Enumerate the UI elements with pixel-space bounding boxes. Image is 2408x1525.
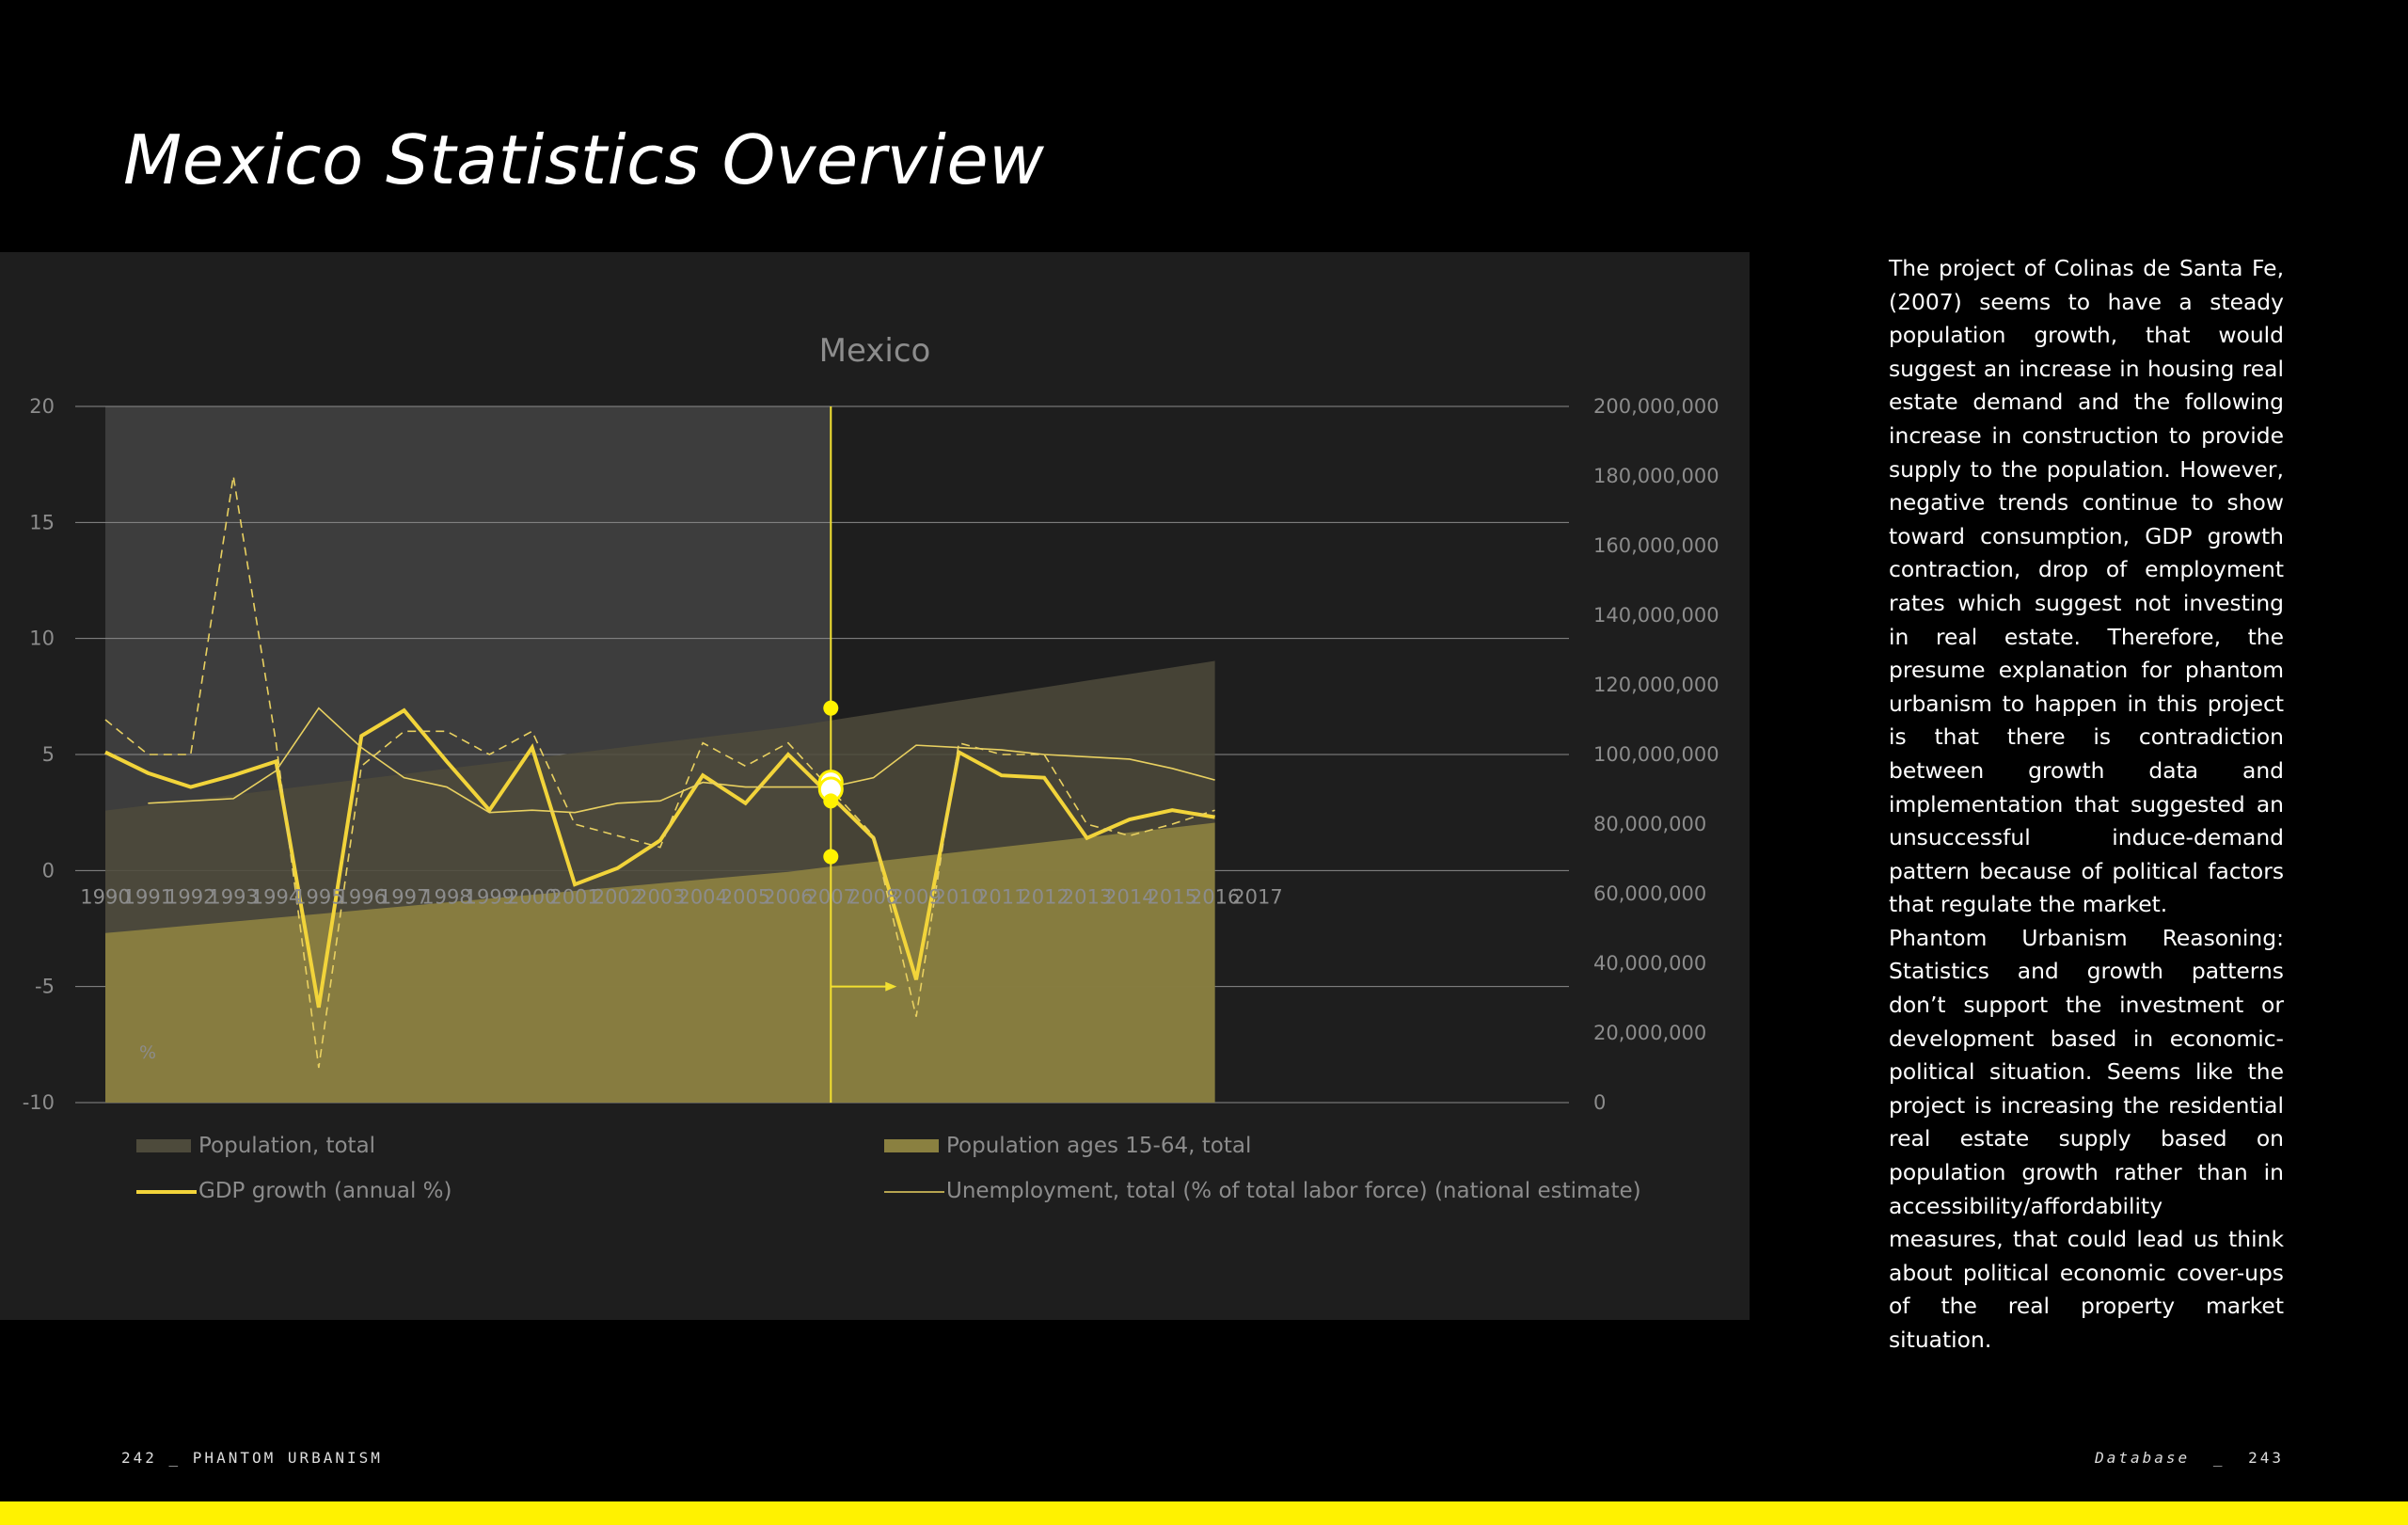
body-text: The project of Colinas de Santa Fe, (200… bbox=[1889, 252, 2284, 1358]
x-tick-label: 2016 bbox=[1190, 885, 1240, 908]
body-paragraph-1: The project of Colinas de Santa Fe, (200… bbox=[1889, 255, 2284, 918]
footer-right: Database _ 243 bbox=[2095, 1449, 2284, 1467]
highlight-marker bbox=[823, 700, 839, 716]
x-tick-label: 2002 bbox=[593, 885, 642, 908]
x-tick-label: 1997 bbox=[379, 885, 429, 908]
x-tick-label: 2010 bbox=[934, 885, 984, 908]
x-tick-label: 2017 bbox=[1232, 885, 1282, 908]
right-axis-tick-label: 100,000,000 bbox=[1593, 743, 1719, 766]
right-axis-tick-label: 0 bbox=[1593, 1091, 1606, 1114]
line-series-2 bbox=[148, 707, 1215, 814]
legend-swatch bbox=[884, 1139, 939, 1152]
left-axis-tick-label: 20 bbox=[29, 395, 55, 418]
chart-title: Mexico bbox=[819, 332, 931, 370]
x-tick-label: 2001 bbox=[549, 885, 599, 908]
x-tick-label: 1990 bbox=[80, 885, 130, 908]
x-tick-label: 2007 bbox=[806, 885, 856, 908]
x-tick-label: 2008 bbox=[848, 885, 898, 908]
left-axis-tick-label: -5 bbox=[35, 976, 55, 998]
x-tick-label: 1991 bbox=[123, 885, 173, 908]
body-paragraph-2: Phantom Urbanism Reasoning: Statistics a… bbox=[1889, 924, 2284, 1353]
legend-label: GDP growth (annual %) bbox=[198, 1179, 452, 1203]
x-tick-label: 2011 bbox=[976, 885, 1026, 908]
x-tick-label: 2004 bbox=[677, 885, 727, 908]
left-axis-tick-label: 5 bbox=[42, 743, 55, 766]
x-tick-label: 2009 bbox=[891, 885, 941, 908]
x-tick-label: 1994 bbox=[251, 885, 301, 908]
right-axis-tick-label: 140,000,000 bbox=[1593, 604, 1719, 627]
x-tick-label: 1998 bbox=[421, 885, 471, 908]
right-axis-tick-label: 120,000,000 bbox=[1593, 674, 1719, 696]
x-tick-label: 2005 bbox=[721, 885, 770, 908]
right-axis-tick-label: 160,000,000 bbox=[1593, 534, 1719, 557]
x-tick-label: 1992 bbox=[166, 885, 215, 908]
highlight-marker bbox=[823, 849, 839, 865]
legend-swatch bbox=[136, 1139, 191, 1152]
footer-separator: _ bbox=[2212, 1449, 2226, 1467]
right-axis-tick-label: 60,000,000 bbox=[1593, 882, 1706, 905]
page-title: Mexico Statistics Overview bbox=[123, 120, 1045, 199]
accent-bar bbox=[0, 1501, 2408, 1525]
x-tick-label: 2014 bbox=[1104, 885, 1154, 908]
left-axis-unit-label: % bbox=[139, 1042, 156, 1063]
footer-left: 242 _ PHANTOM URBANISM bbox=[121, 1449, 383, 1467]
x-tick-label: 2015 bbox=[1148, 885, 1197, 908]
highlight-arrow-head bbox=[885, 981, 897, 992]
legend-label: Unemployment, total (% of total labor fo… bbox=[946, 1179, 1641, 1203]
legend-label: Population, total bbox=[198, 1134, 375, 1158]
left-axis-tick-label: -10 bbox=[23, 1091, 55, 1114]
area-series-2 bbox=[105, 822, 1215, 1103]
right-axis-tick-label: 180,000,000 bbox=[1593, 465, 1719, 487]
x-tick-label: 1993 bbox=[208, 885, 258, 908]
mexico-chart: Mexico20151050-5-10%200,000,000180,000,0… bbox=[23, 332, 1719, 1203]
footer-section: Database bbox=[2095, 1449, 2191, 1467]
right-axis-tick-label: 200,000,000 bbox=[1593, 395, 1719, 418]
right-axis-tick-label: 20,000,000 bbox=[1593, 1022, 1706, 1044]
x-tick-label: 2012 bbox=[1019, 885, 1069, 908]
highlight-marker bbox=[823, 793, 839, 809]
left-axis-tick-label: 15 bbox=[29, 511, 55, 533]
footer-page-number: 243 bbox=[2248, 1449, 2284, 1467]
right-axis-tick-label: 40,000,000 bbox=[1593, 952, 1706, 975]
x-tick-label: 2000 bbox=[507, 885, 557, 908]
x-tick-label: 2003 bbox=[635, 885, 685, 908]
line-series-1 bbox=[104, 707, 1215, 1009]
x-tick-label: 1996 bbox=[336, 885, 386, 908]
x-tick-label: 2006 bbox=[763, 885, 813, 908]
dashed-series-line bbox=[104, 475, 1215, 1069]
right-axis-tick-label: 80,000,000 bbox=[1593, 813, 1706, 835]
x-tick-label: 2013 bbox=[1062, 885, 1112, 908]
x-tick-label: 1995 bbox=[293, 885, 343, 908]
left-axis-tick-label: 0 bbox=[42, 859, 55, 882]
legend-label: Population ages 15-64, total bbox=[946, 1134, 1251, 1158]
chart-panel: Mexico 20 15 10 5 0 -5 -10% 200,000,000 180,000,0… bbox=[0, 252, 1750, 1320]
x-tick-label: 1999 bbox=[465, 885, 515, 908]
left-axis-tick-label: 10 bbox=[29, 627, 55, 650]
